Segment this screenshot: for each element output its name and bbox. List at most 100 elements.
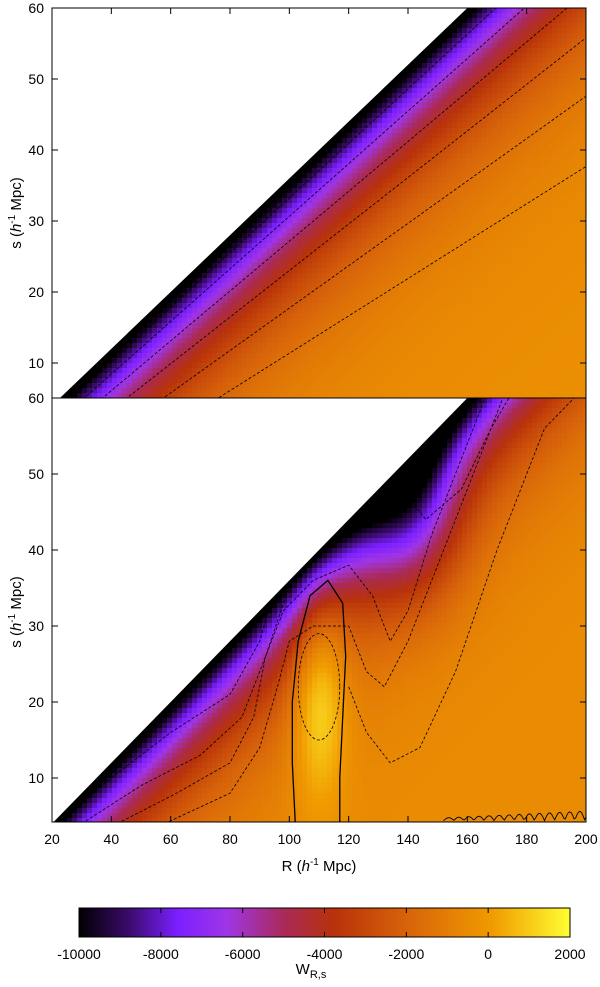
heat-cell (557, 83, 563, 89)
heat-cell (462, 58, 468, 64)
heat-cell (372, 198, 378, 204)
heat-cell (442, 218, 448, 224)
heat-cell (517, 163, 523, 169)
heat-cell (492, 18, 498, 24)
heat-cell (457, 183, 463, 189)
heat-cell (537, 123, 543, 129)
heat-cell (427, 203, 433, 209)
heat-cell (522, 188, 528, 194)
heat-cell (382, 163, 388, 169)
heat-cell (527, 103, 533, 109)
heat-cell (507, 198, 513, 204)
heat-cell (417, 133, 423, 139)
heat-cell (427, 183, 433, 189)
heat-cell (547, 203, 553, 209)
heat-cell (447, 133, 453, 139)
heat-cell (362, 208, 368, 214)
heat-cell (437, 143, 443, 149)
heat-cell (442, 108, 448, 114)
heat-cell (442, 163, 448, 169)
heat-cell (537, 78, 543, 84)
heat-cell (557, 223, 563, 229)
heat-cell (457, 98, 463, 104)
heat-cell (542, 143, 548, 149)
heat-cell (402, 133, 408, 139)
heat-cell (487, 183, 493, 189)
heat-cell (422, 63, 428, 69)
heat-cell (317, 203, 323, 209)
heat-cell (487, 83, 493, 89)
heat-cell (247, 218, 253, 224)
heat-cell (337, 233, 343, 239)
heat-cell (567, 178, 573, 184)
heat-cell (567, 98, 573, 104)
heat-cell (497, 113, 503, 119)
heat-cell (357, 238, 363, 244)
heat-cell (292, 223, 298, 229)
heat-cell (272, 213, 278, 219)
heat-cell (282, 183, 288, 189)
heat-cell (557, 33, 563, 39)
heat-cell (547, 93, 553, 99)
heat-cell (567, 203, 573, 209)
heat-cell (552, 213, 558, 219)
heat-cell (557, 118, 563, 124)
heat-cell (272, 218, 278, 224)
heat-cell (267, 228, 273, 234)
heat-cell (472, 163, 478, 169)
heat-cell (517, 83, 523, 89)
heat-cell (297, 173, 303, 179)
heat-cell (552, 233, 558, 239)
heat-cell (307, 158, 313, 164)
heat-cell (297, 188, 303, 194)
heat-cell (477, 33, 483, 39)
heat-cell (382, 143, 388, 149)
heat-cell (527, 153, 533, 159)
heat-cell (427, 118, 433, 124)
heat-cell (552, 158, 558, 164)
heat-cell (542, 128, 548, 134)
heat-cell (367, 168, 373, 174)
heat-cell (532, 133, 538, 139)
heat-cell (502, 228, 508, 234)
heat-cell (462, 128, 468, 134)
heat-cell (407, 133, 413, 139)
heat-cell (547, 38, 553, 44)
heat-cell (527, 28, 533, 34)
heat-cell (492, 183, 498, 189)
heat-cell (542, 53, 548, 59)
heat-cell (317, 198, 323, 204)
heat-cell (342, 173, 348, 179)
heat-cell (417, 213, 423, 219)
heat-cell (512, 148, 518, 154)
heat-cell (537, 103, 543, 109)
heat-cell (387, 148, 393, 154)
heat-cell (442, 83, 448, 89)
heat-cell (522, 223, 528, 229)
heat-cell (487, 98, 493, 104)
heat-cell (417, 173, 423, 179)
heat-cell (492, 93, 498, 99)
heat-cell (377, 113, 383, 119)
heat-cell (557, 183, 563, 189)
heat-cell (357, 148, 363, 154)
heat-cell (562, 193, 568, 199)
heat-cell (472, 123, 478, 129)
heat-cell (392, 188, 398, 194)
heat-cell (572, 148, 578, 154)
heat-cell (412, 83, 418, 89)
heat-cell (572, 118, 578, 124)
heat-cell (322, 143, 328, 149)
heat-cell (467, 143, 473, 149)
heat-cell (397, 203, 403, 209)
heat-cell (472, 223, 478, 229)
heat-cell (292, 178, 298, 184)
heat-cell (287, 193, 293, 199)
heat-cell (527, 188, 533, 194)
heat-cell (457, 103, 463, 109)
heat-cell (342, 208, 348, 214)
heat-cell (392, 208, 398, 214)
heat-cell (502, 178, 508, 184)
heat-cell (497, 143, 503, 149)
heat-cell (567, 148, 573, 154)
